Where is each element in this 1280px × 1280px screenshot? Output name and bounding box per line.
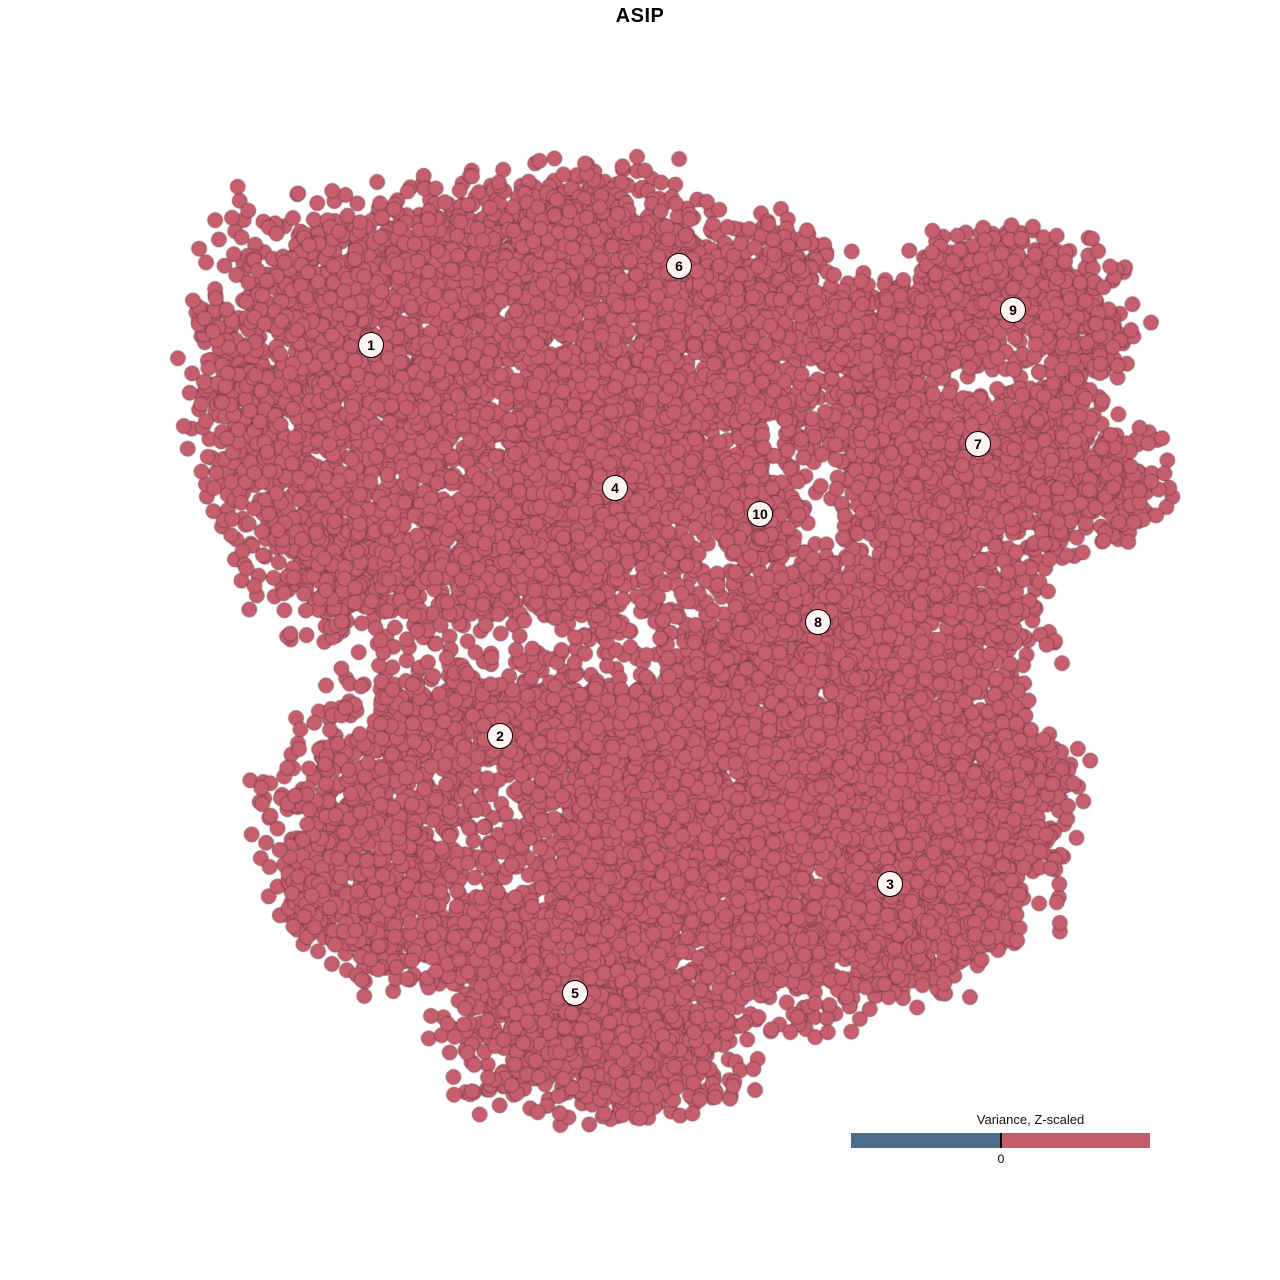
cluster-label-4: 4 [602,475,628,501]
cluster-label-1: 1 [358,332,384,358]
cluster-label-3: 3 [877,871,903,897]
colorbar-negative-segment [851,1133,1001,1148]
colorbar-positive-segment [1001,1133,1150,1148]
plot-title: ASIP [615,5,665,27]
legend-title: Variance, Z-scaled [976,1112,1085,1127]
cluster-label-6: 6 [666,253,692,279]
cluster-label-7: 7 [965,431,991,457]
cluster-label-5: 5 [562,980,588,1006]
colorbar [851,1133,1150,1148]
cluster-label-8: 8 [805,609,831,635]
cluster-label-10: 10 [747,501,773,527]
colorbar-tick-label: 0 [997,1152,1005,1166]
cluster-label-9: 9 [1000,297,1026,323]
cluster-label-2: 2 [487,723,513,749]
colorbar-tick [1000,1133,1002,1148]
